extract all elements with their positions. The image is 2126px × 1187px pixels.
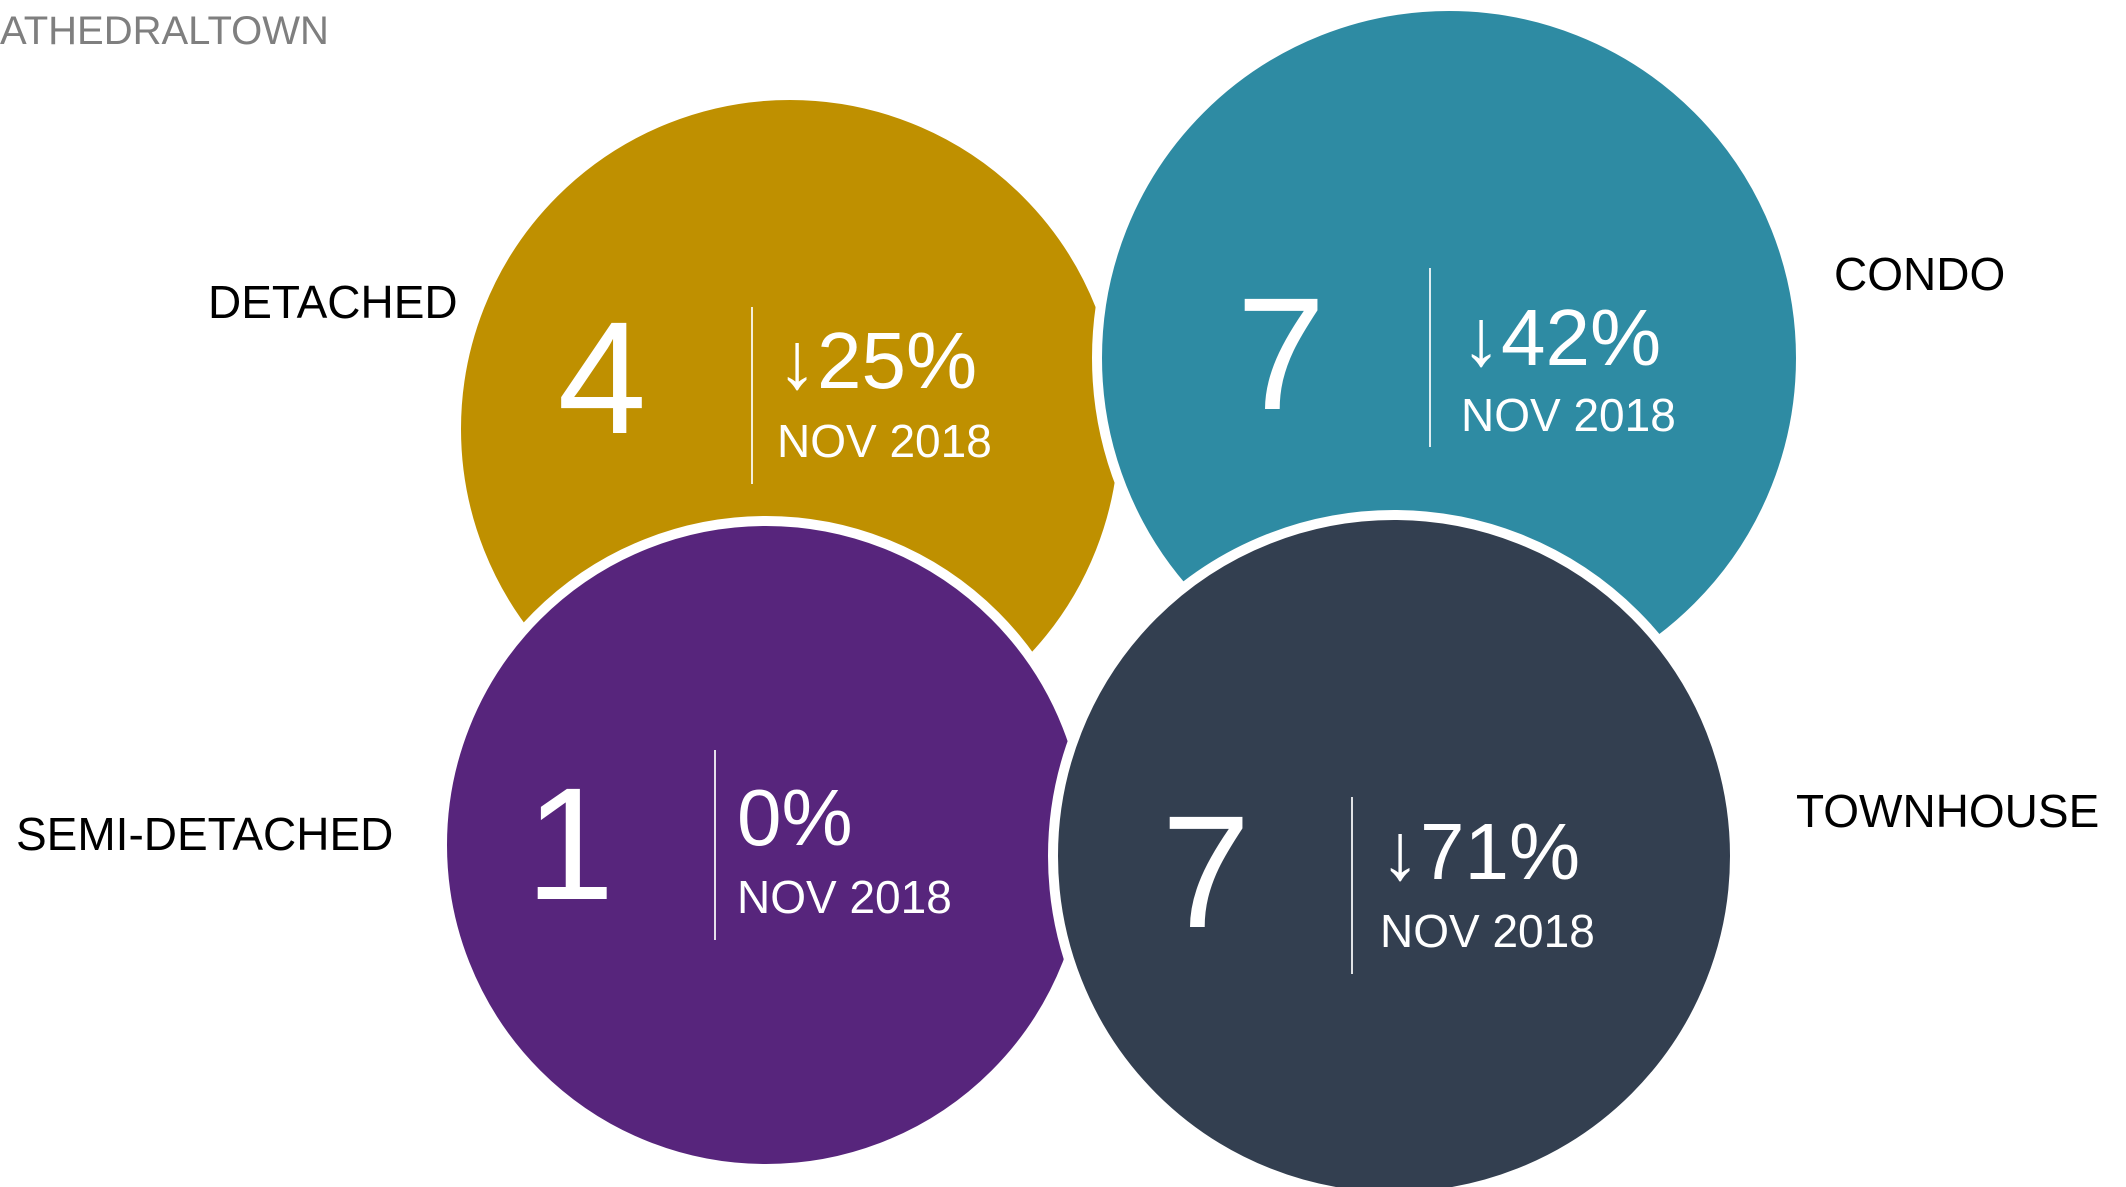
count: 7 xyxy=(1162,782,1251,961)
period: NOV 2018 xyxy=(1461,389,1676,441)
page-title: ATHEDRALTOWN xyxy=(0,9,329,53)
category-bubble: 7 ↓71% NOV 2018 xyxy=(1048,510,1740,1187)
category-bubble: 1 0% NOV 2018 xyxy=(437,516,1095,1174)
count: 4 xyxy=(558,288,647,467)
category-label: TOWNHOUSE xyxy=(1796,785,2099,837)
change: ↓25% xyxy=(777,316,977,405)
count: 1 xyxy=(526,754,615,933)
period: NOV 2018 xyxy=(777,415,992,467)
category-label: CONDO xyxy=(1834,248,2005,300)
category-label: DETACHED xyxy=(208,276,458,328)
count: 7 xyxy=(1237,264,1326,443)
change: 0% xyxy=(737,773,853,862)
period: NOV 2018 xyxy=(1380,905,1595,957)
category-label: SEMI-DETACHED xyxy=(16,808,393,860)
change: ↓71% xyxy=(1380,807,1580,896)
period: NOV 2018 xyxy=(737,871,952,923)
bubble xyxy=(1048,510,1740,1187)
change: ↓42% xyxy=(1461,293,1661,382)
